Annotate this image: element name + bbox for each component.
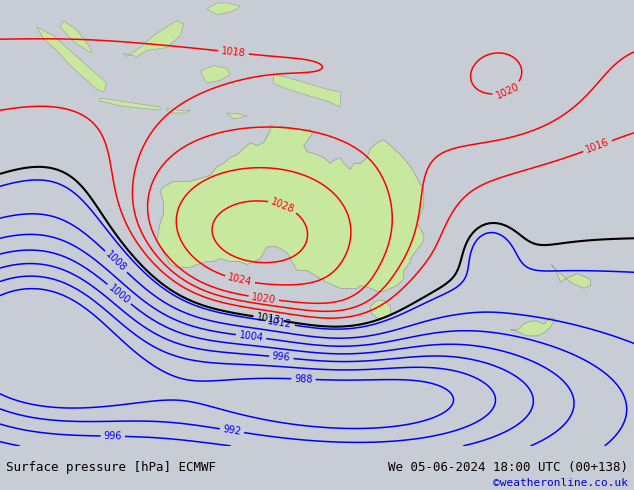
Polygon shape: [510, 318, 554, 336]
Text: We 05-06-2024 18:00 UTC (00+138): We 05-06-2024 18:00 UTC (00+138): [387, 462, 628, 474]
Polygon shape: [207, 3, 240, 15]
Text: 1018: 1018: [221, 46, 246, 59]
Polygon shape: [100, 98, 160, 110]
Polygon shape: [124, 21, 183, 56]
Text: ©weatheronline.co.uk: ©weatheronline.co.uk: [493, 478, 628, 488]
Polygon shape: [60, 21, 92, 52]
Text: 1008: 1008: [104, 249, 128, 274]
Text: 1004: 1004: [238, 330, 264, 343]
Polygon shape: [274, 74, 340, 107]
Text: 1020: 1020: [494, 81, 521, 101]
Text: 1024: 1024: [227, 272, 253, 288]
Text: 1028: 1028: [269, 196, 296, 215]
Polygon shape: [167, 108, 190, 113]
Polygon shape: [157, 125, 424, 292]
Text: 1020: 1020: [251, 292, 276, 305]
Polygon shape: [227, 113, 247, 119]
Polygon shape: [37, 27, 107, 92]
Text: 1016: 1016: [585, 137, 611, 155]
Text: Surface pressure [hPa] ECMWF: Surface pressure [hPa] ECMWF: [6, 462, 216, 474]
Polygon shape: [200, 65, 230, 83]
Text: 1013: 1013: [256, 312, 281, 325]
Text: 988: 988: [294, 374, 313, 385]
Text: 996: 996: [103, 431, 122, 441]
Text: 1012: 1012: [267, 316, 293, 330]
Text: 1000: 1000: [107, 282, 132, 306]
Text: 992: 992: [222, 424, 242, 437]
Polygon shape: [551, 264, 591, 288]
Polygon shape: [370, 300, 391, 318]
Text: 996: 996: [271, 351, 291, 363]
